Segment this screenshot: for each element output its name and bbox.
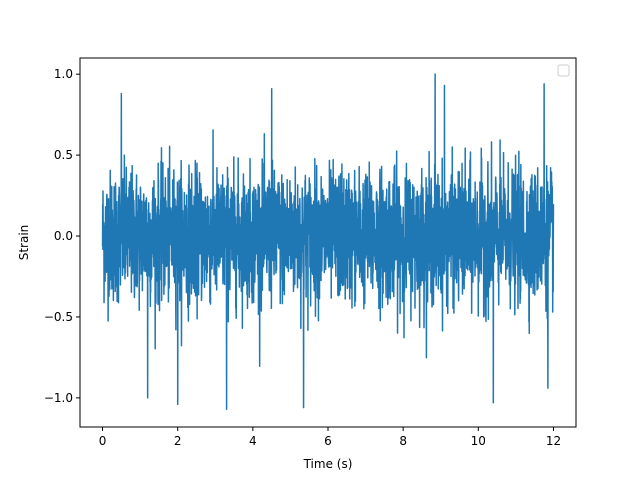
y-tick-label: −1.0 [44, 391, 73, 405]
x-tick-label: 2 [174, 434, 182, 448]
x-tick-label: 6 [324, 434, 332, 448]
y-tick-label: 0.0 [54, 229, 73, 243]
x-axis: 0 2 4 6 8 10 12 [99, 427, 561, 448]
y-tick-label: 0.5 [54, 148, 73, 162]
strain-series-line [101, 73, 555, 410]
x-axis-label: Time (s) [303, 457, 353, 471]
legend-box [557, 64, 570, 77]
y-axis-label: Strain [17, 225, 31, 261]
x-tick-label: 4 [249, 434, 257, 448]
y-tick-label: 1.0 [54, 67, 73, 81]
x-tick-label: 12 [546, 434, 561, 448]
x-tick-label: 8 [399, 434, 407, 448]
plot-area [101, 73, 555, 410]
x-tick-label: 0 [99, 434, 107, 448]
y-axis: −1.0 −0.5 0.0 0.5 1.0 [44, 67, 80, 405]
y-tick-label: −0.5 [44, 310, 73, 324]
x-tick-label: 10 [471, 434, 486, 448]
